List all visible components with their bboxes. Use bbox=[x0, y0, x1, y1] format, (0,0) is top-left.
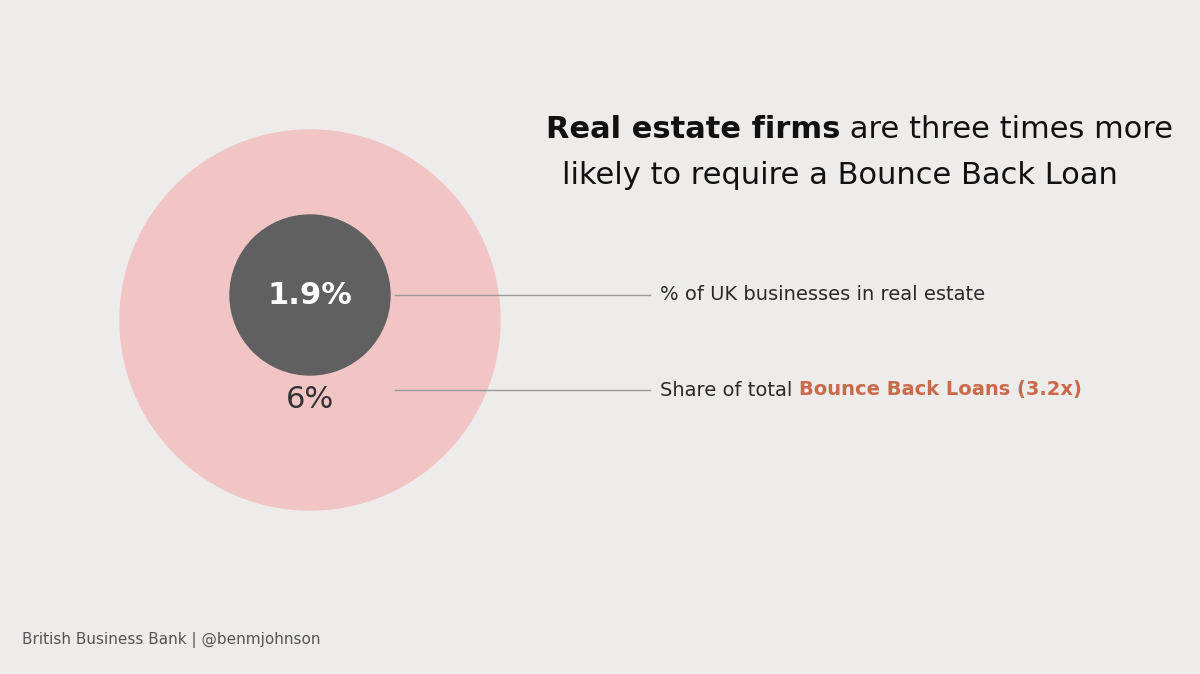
Text: Bounce Back Loans (3.2x): Bounce Back Loans (3.2x) bbox=[799, 381, 1081, 400]
Circle shape bbox=[230, 215, 390, 375]
Text: Share of total: Share of total bbox=[660, 381, 799, 400]
Text: 6%: 6% bbox=[286, 386, 334, 415]
Text: British Business Bank | @benmjohnson: British Business Bank | @benmjohnson bbox=[22, 632, 320, 648]
Text: 1.9%: 1.9% bbox=[268, 280, 353, 309]
Text: likely to require a Bounce Back Loan: likely to require a Bounce Back Loan bbox=[562, 160, 1118, 189]
Text: % of UK businesses in real estate: % of UK businesses in real estate bbox=[660, 286, 985, 305]
Text: are three times more: are three times more bbox=[840, 115, 1174, 144]
Circle shape bbox=[120, 130, 500, 510]
Text: Real estate firms: Real estate firms bbox=[546, 115, 840, 144]
